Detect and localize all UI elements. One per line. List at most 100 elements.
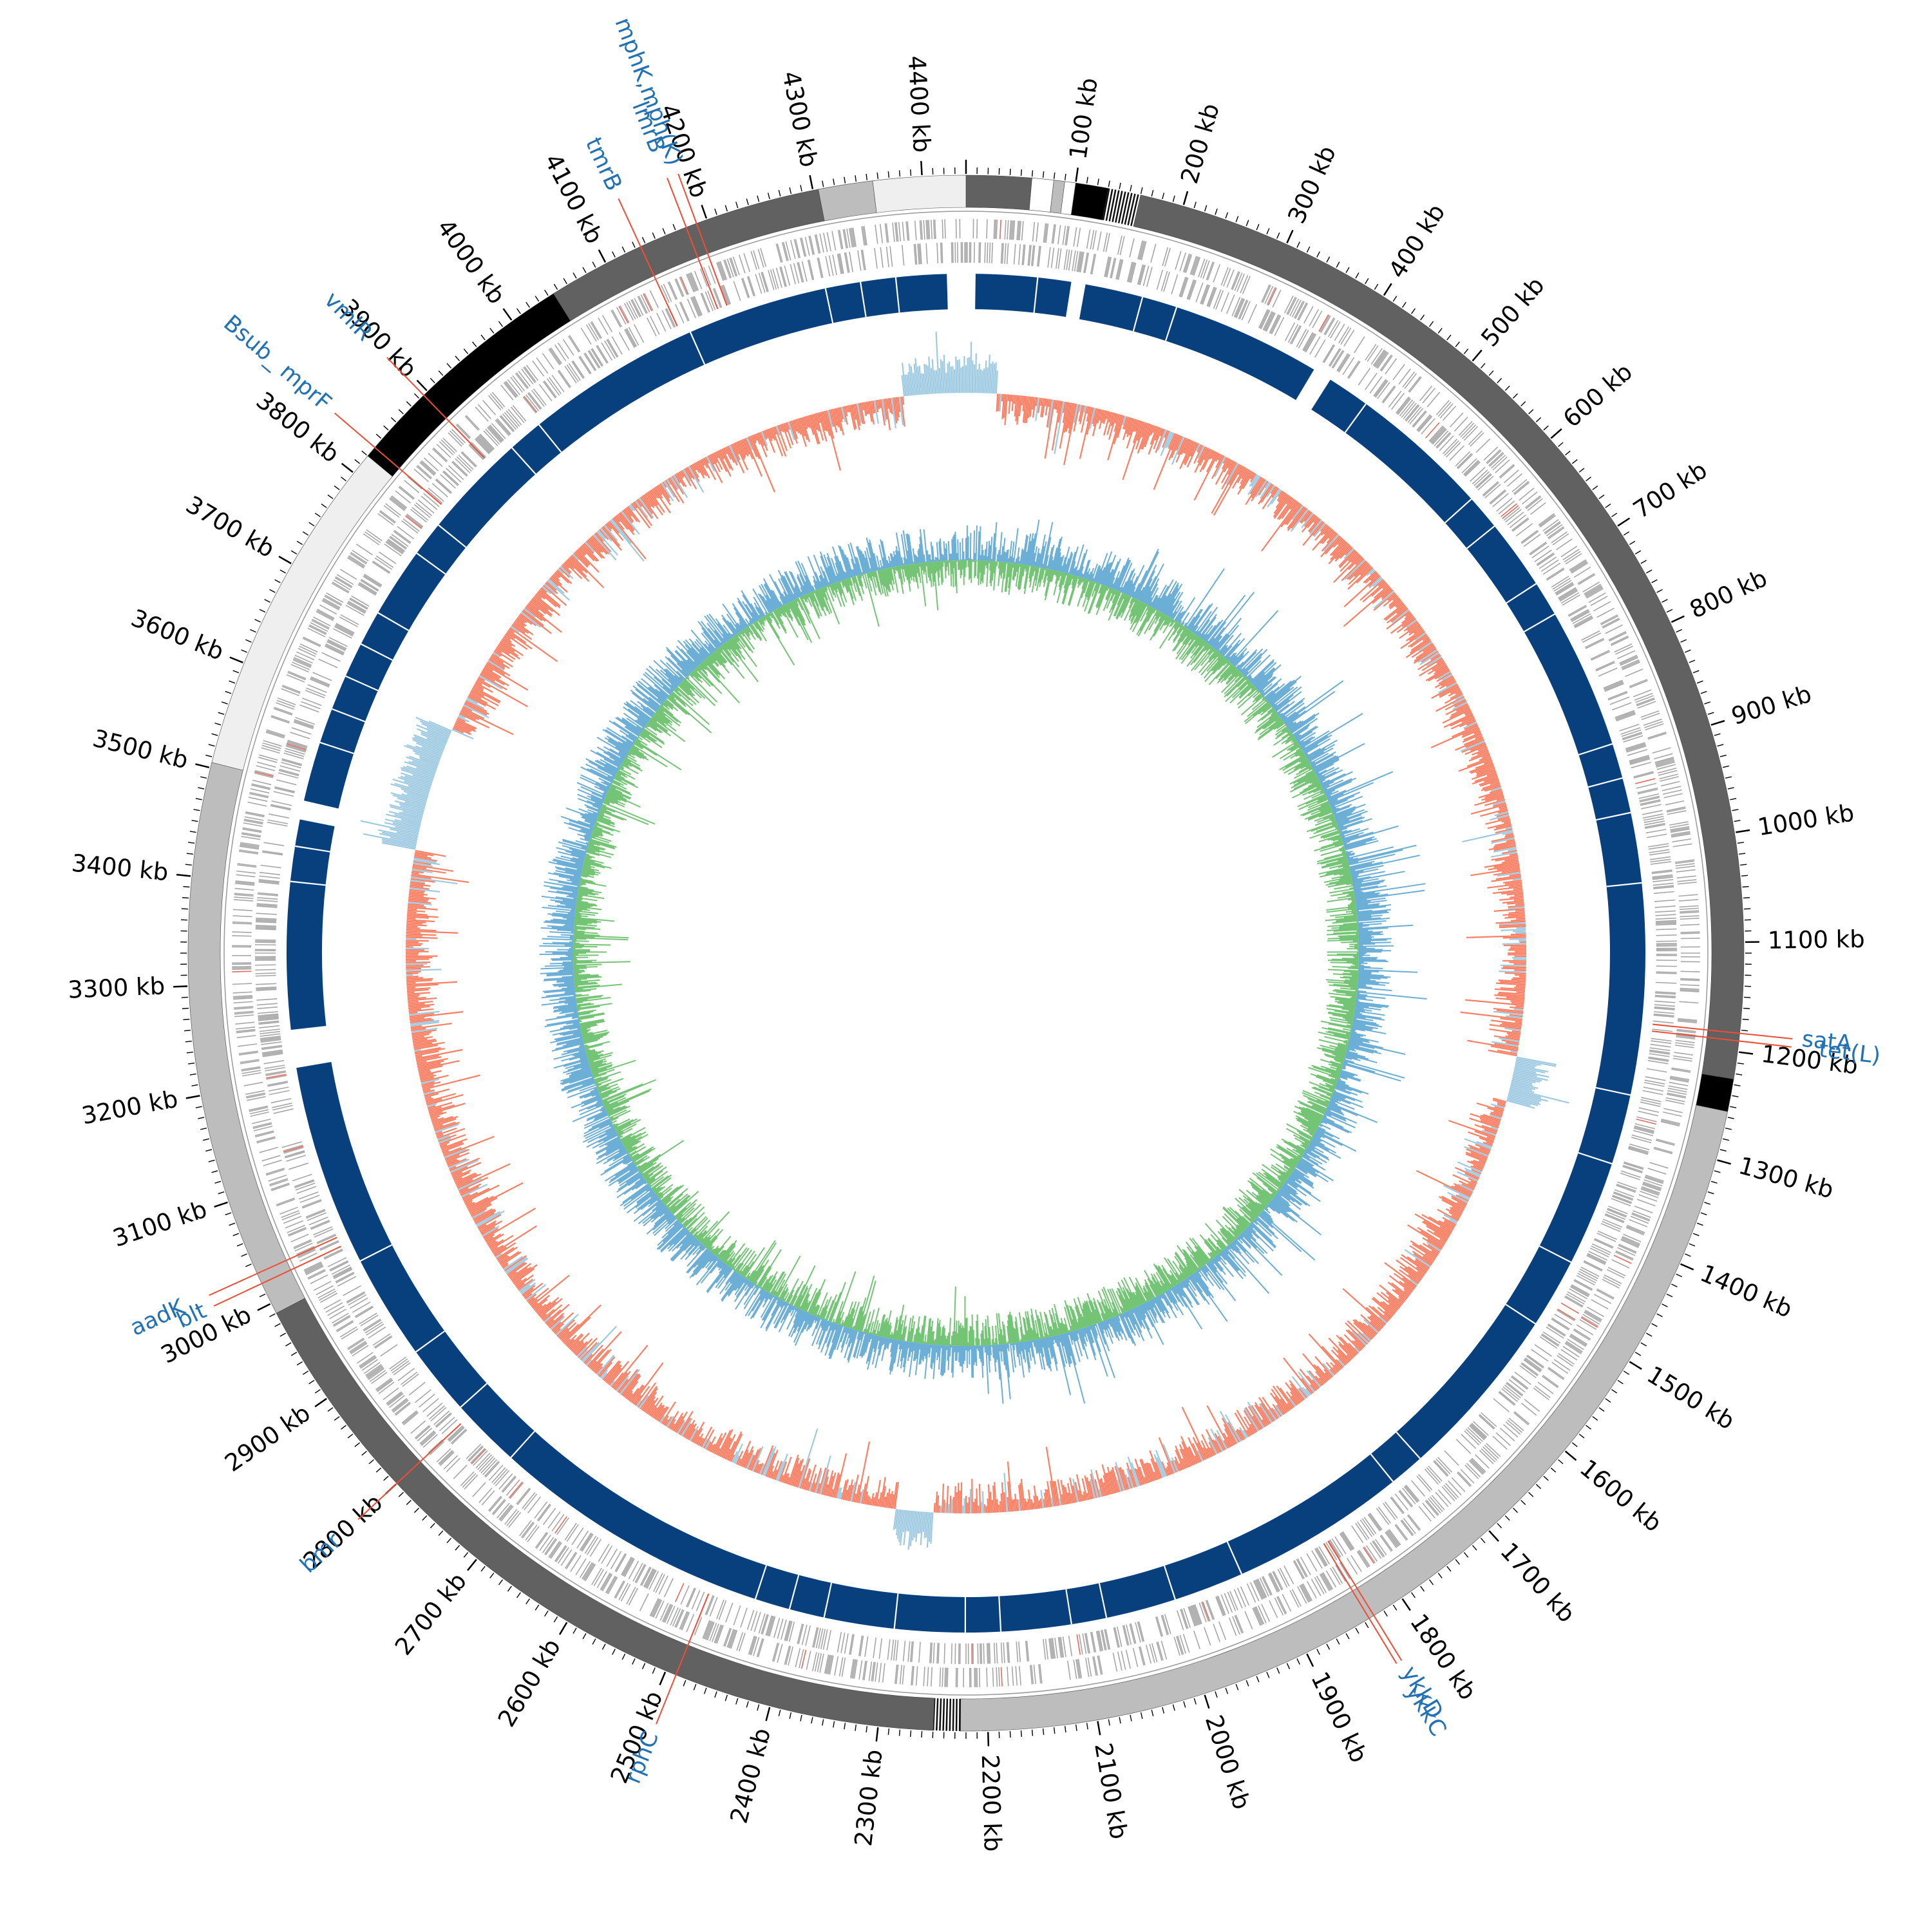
gc-content-bar <box>404 780 431 790</box>
cds-mark <box>366 1365 383 1378</box>
gc-content-bar <box>1387 1299 1399 1310</box>
gc-content-bar <box>940 359 943 393</box>
cds-mark <box>333 1267 352 1278</box>
gc-content-bar <box>1455 1166 1480 1179</box>
gc-content-bar <box>1063 1484 1068 1504</box>
cds-mark <box>1179 276 1186 297</box>
gc-content-bar <box>404 744 441 760</box>
gc-content-bar <box>1229 464 1242 486</box>
cds-mark <box>605 1575 616 1593</box>
gc-content-bar <box>657 1406 668 1421</box>
gc-content-bar <box>409 891 424 894</box>
gc-content-bar <box>621 511 640 535</box>
gc-content-bar <box>538 589 561 609</box>
gc-skew-bar <box>1071 575 1075 585</box>
gc-content-bar <box>408 997 437 1001</box>
cds-mark <box>1287 297 1297 316</box>
gc-content-bar <box>465 700 488 712</box>
cds-mark <box>1057 225 1061 245</box>
gc-content-bar <box>1348 1343 1359 1354</box>
gc-content-bar <box>411 1028 426 1032</box>
cds-mark <box>1493 1398 1510 1412</box>
gc-content-bar <box>883 399 888 420</box>
cds-mark <box>310 1220 330 1230</box>
gc-content-bar <box>363 833 417 846</box>
cds-mark <box>798 261 804 283</box>
gc-content-bar <box>646 492 663 516</box>
gc-content-bar <box>1167 432 1175 448</box>
gc-content-bar <box>1497 1103 1506 1108</box>
cds-mark <box>626 328 638 347</box>
cds-mark <box>255 927 276 929</box>
gc-content-bar <box>1251 1405 1266 1428</box>
gc-content-bar <box>627 506 641 523</box>
gc-content-bar <box>1470 1165 1483 1172</box>
gc-content-bar <box>1472 775 1498 785</box>
cds-mark <box>249 1109 269 1115</box>
cds-mark <box>1289 298 1300 316</box>
cds-mark <box>510 406 525 423</box>
gc-content-bar <box>496 647 516 660</box>
gc-content-bar <box>493 1246 507 1256</box>
cds-mark <box>549 348 562 365</box>
cds-mark <box>1213 264 1221 283</box>
cds-mark <box>1539 514 1555 527</box>
cds-mark <box>1602 1218 1623 1228</box>
gc-content-bar <box>1204 448 1211 460</box>
cds-mark <box>1573 1328 1591 1340</box>
cds-mark <box>1098 1655 1103 1675</box>
cds-mark <box>1575 617 1594 629</box>
gc-skew-bar <box>1114 593 1126 617</box>
gc-content-bar <box>775 1461 784 1481</box>
cds-mark <box>1643 1086 1664 1092</box>
cds-mark <box>1596 1288 1615 1299</box>
cds-mark <box>1548 1368 1564 1380</box>
gc-skew-bar <box>1019 564 1021 567</box>
gc-content-bar <box>428 1106 442 1112</box>
cds-mark <box>366 529 383 542</box>
cds-mark <box>399 486 415 499</box>
cds-mark <box>1544 522 1561 535</box>
cds-mark <box>392 1399 408 1412</box>
gc-content-bar <box>1325 536 1341 555</box>
cds-mark <box>626 301 636 320</box>
gc-content-bar <box>520 1284 531 1294</box>
cds-mark <box>846 228 851 248</box>
gc-content-bar <box>512 1264 538 1283</box>
cds-mark <box>1283 296 1294 314</box>
blast-gap-line <box>1165 307 1178 341</box>
gc-content-bar <box>1451 1185 1472 1197</box>
gc-skew-bar <box>1106 587 1112 601</box>
gc-content-bar <box>792 1459 802 1486</box>
cds-mark <box>294 1179 314 1188</box>
gc-content-bar <box>556 1319 576 1337</box>
gc-skew-bar <box>1028 565 1034 582</box>
cds-mark <box>1123 1625 1130 1645</box>
gc-content-bar <box>554 571 561 578</box>
gc-content-bar <box>1045 1489 1049 1508</box>
cds-mark <box>477 404 492 420</box>
gc-content-bar <box>1455 1194 1469 1202</box>
gc-content-bar <box>1075 1474 1083 1502</box>
cds-mark <box>640 294 650 312</box>
gc-content-bar <box>1458 1194 1470 1200</box>
cds-mark <box>989 242 991 263</box>
cds-mark <box>1139 241 1146 260</box>
cds-mark <box>1651 869 1672 873</box>
gc-content-bar <box>414 1049 421 1052</box>
gc-content-bar <box>923 364 927 395</box>
gc-content-bar <box>707 1436 716 1451</box>
gc-content-bar <box>1505 833 1514 837</box>
cds-mark <box>519 1520 532 1537</box>
gc-content-bar <box>1351 1331 1367 1346</box>
gc-content-bar <box>1491 876 1522 882</box>
gc-content-bar <box>1408 624 1421 634</box>
gc-content-bar <box>575 1338 593 1356</box>
contig-block <box>1028 178 1054 213</box>
cds-mark <box>1435 1458 1451 1475</box>
gc-content-bar <box>1106 411 1110 419</box>
cds-mark <box>1631 1137 1652 1144</box>
cds-mark <box>263 842 285 846</box>
cds-mark <box>460 1471 475 1486</box>
cds-mark <box>1406 1515 1420 1531</box>
